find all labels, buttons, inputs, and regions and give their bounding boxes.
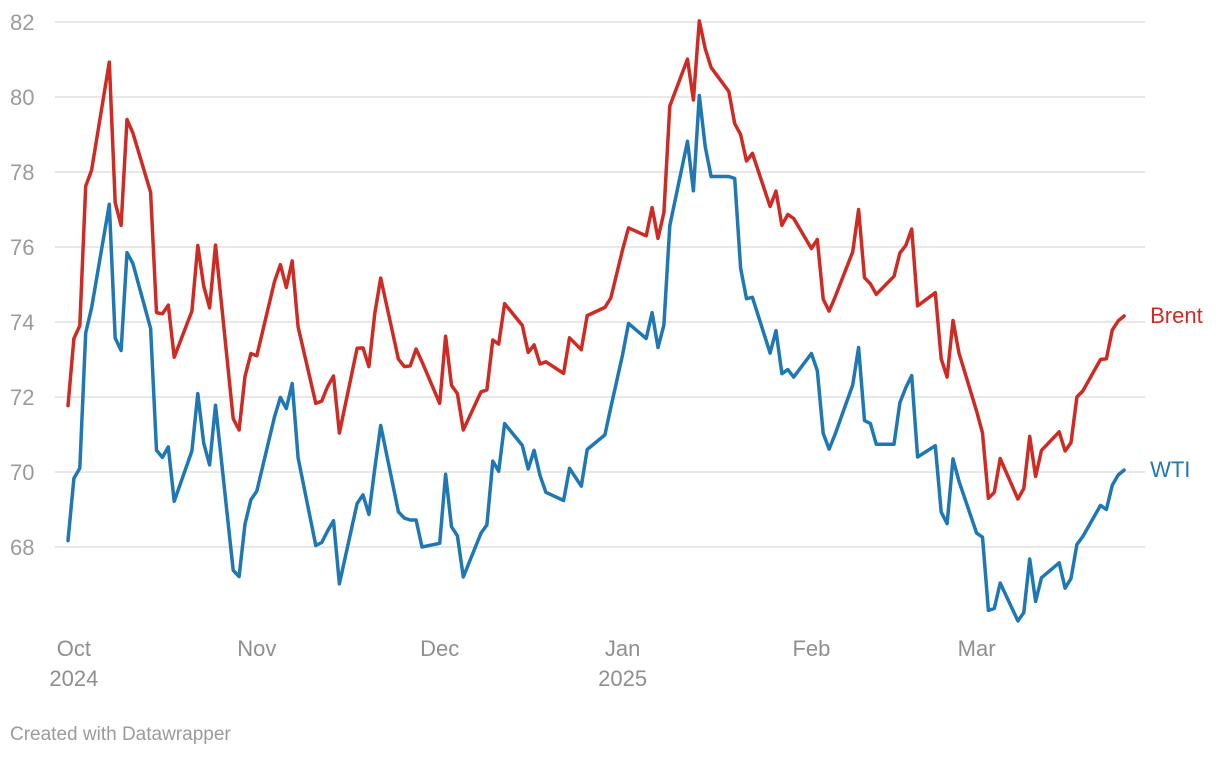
x-tick-label-dec: Dec bbox=[420, 636, 459, 661]
y-tick-label-72: 72 bbox=[10, 385, 34, 410]
wti-line bbox=[66, 93, 1126, 623]
y-tick-label-80: 80 bbox=[10, 85, 34, 110]
y-tick-label-76: 76 bbox=[10, 235, 34, 260]
x-tick-label-mar: Mar bbox=[958, 636, 996, 661]
x-tick-year-2024: 2024 bbox=[49, 666, 98, 691]
y-tick-label-68: 68 bbox=[10, 535, 34, 560]
y-tick-label-70: 70 bbox=[10, 460, 34, 485]
series-label-brent: Brent bbox=[1150, 303, 1203, 328]
x-tick-year-2025: 2025 bbox=[598, 666, 647, 691]
brent-line bbox=[66, 19, 1126, 501]
x-tick-label-jan: Jan bbox=[605, 636, 640, 661]
datawrapper-credit: Created with Datawrapper bbox=[10, 724, 231, 745]
y-tick-label-74: 74 bbox=[10, 310, 34, 335]
y-tick-label-82: 82 bbox=[10, 10, 34, 35]
line-chart: 68 70 72 74 76 78 80 82 Oct 2024 Nov Dec Jan 2025 Feb M… bbox=[10, 10, 1145, 691]
x-tick-label-feb: Feb bbox=[792, 636, 830, 661]
series-label-wti: WTI bbox=[1150, 457, 1191, 483]
x-tick-label-nov: Nov bbox=[237, 636, 276, 661]
y-tick-label-78: 78 bbox=[10, 160, 34, 185]
x-tick-label-oct: Oct bbox=[57, 636, 91, 661]
